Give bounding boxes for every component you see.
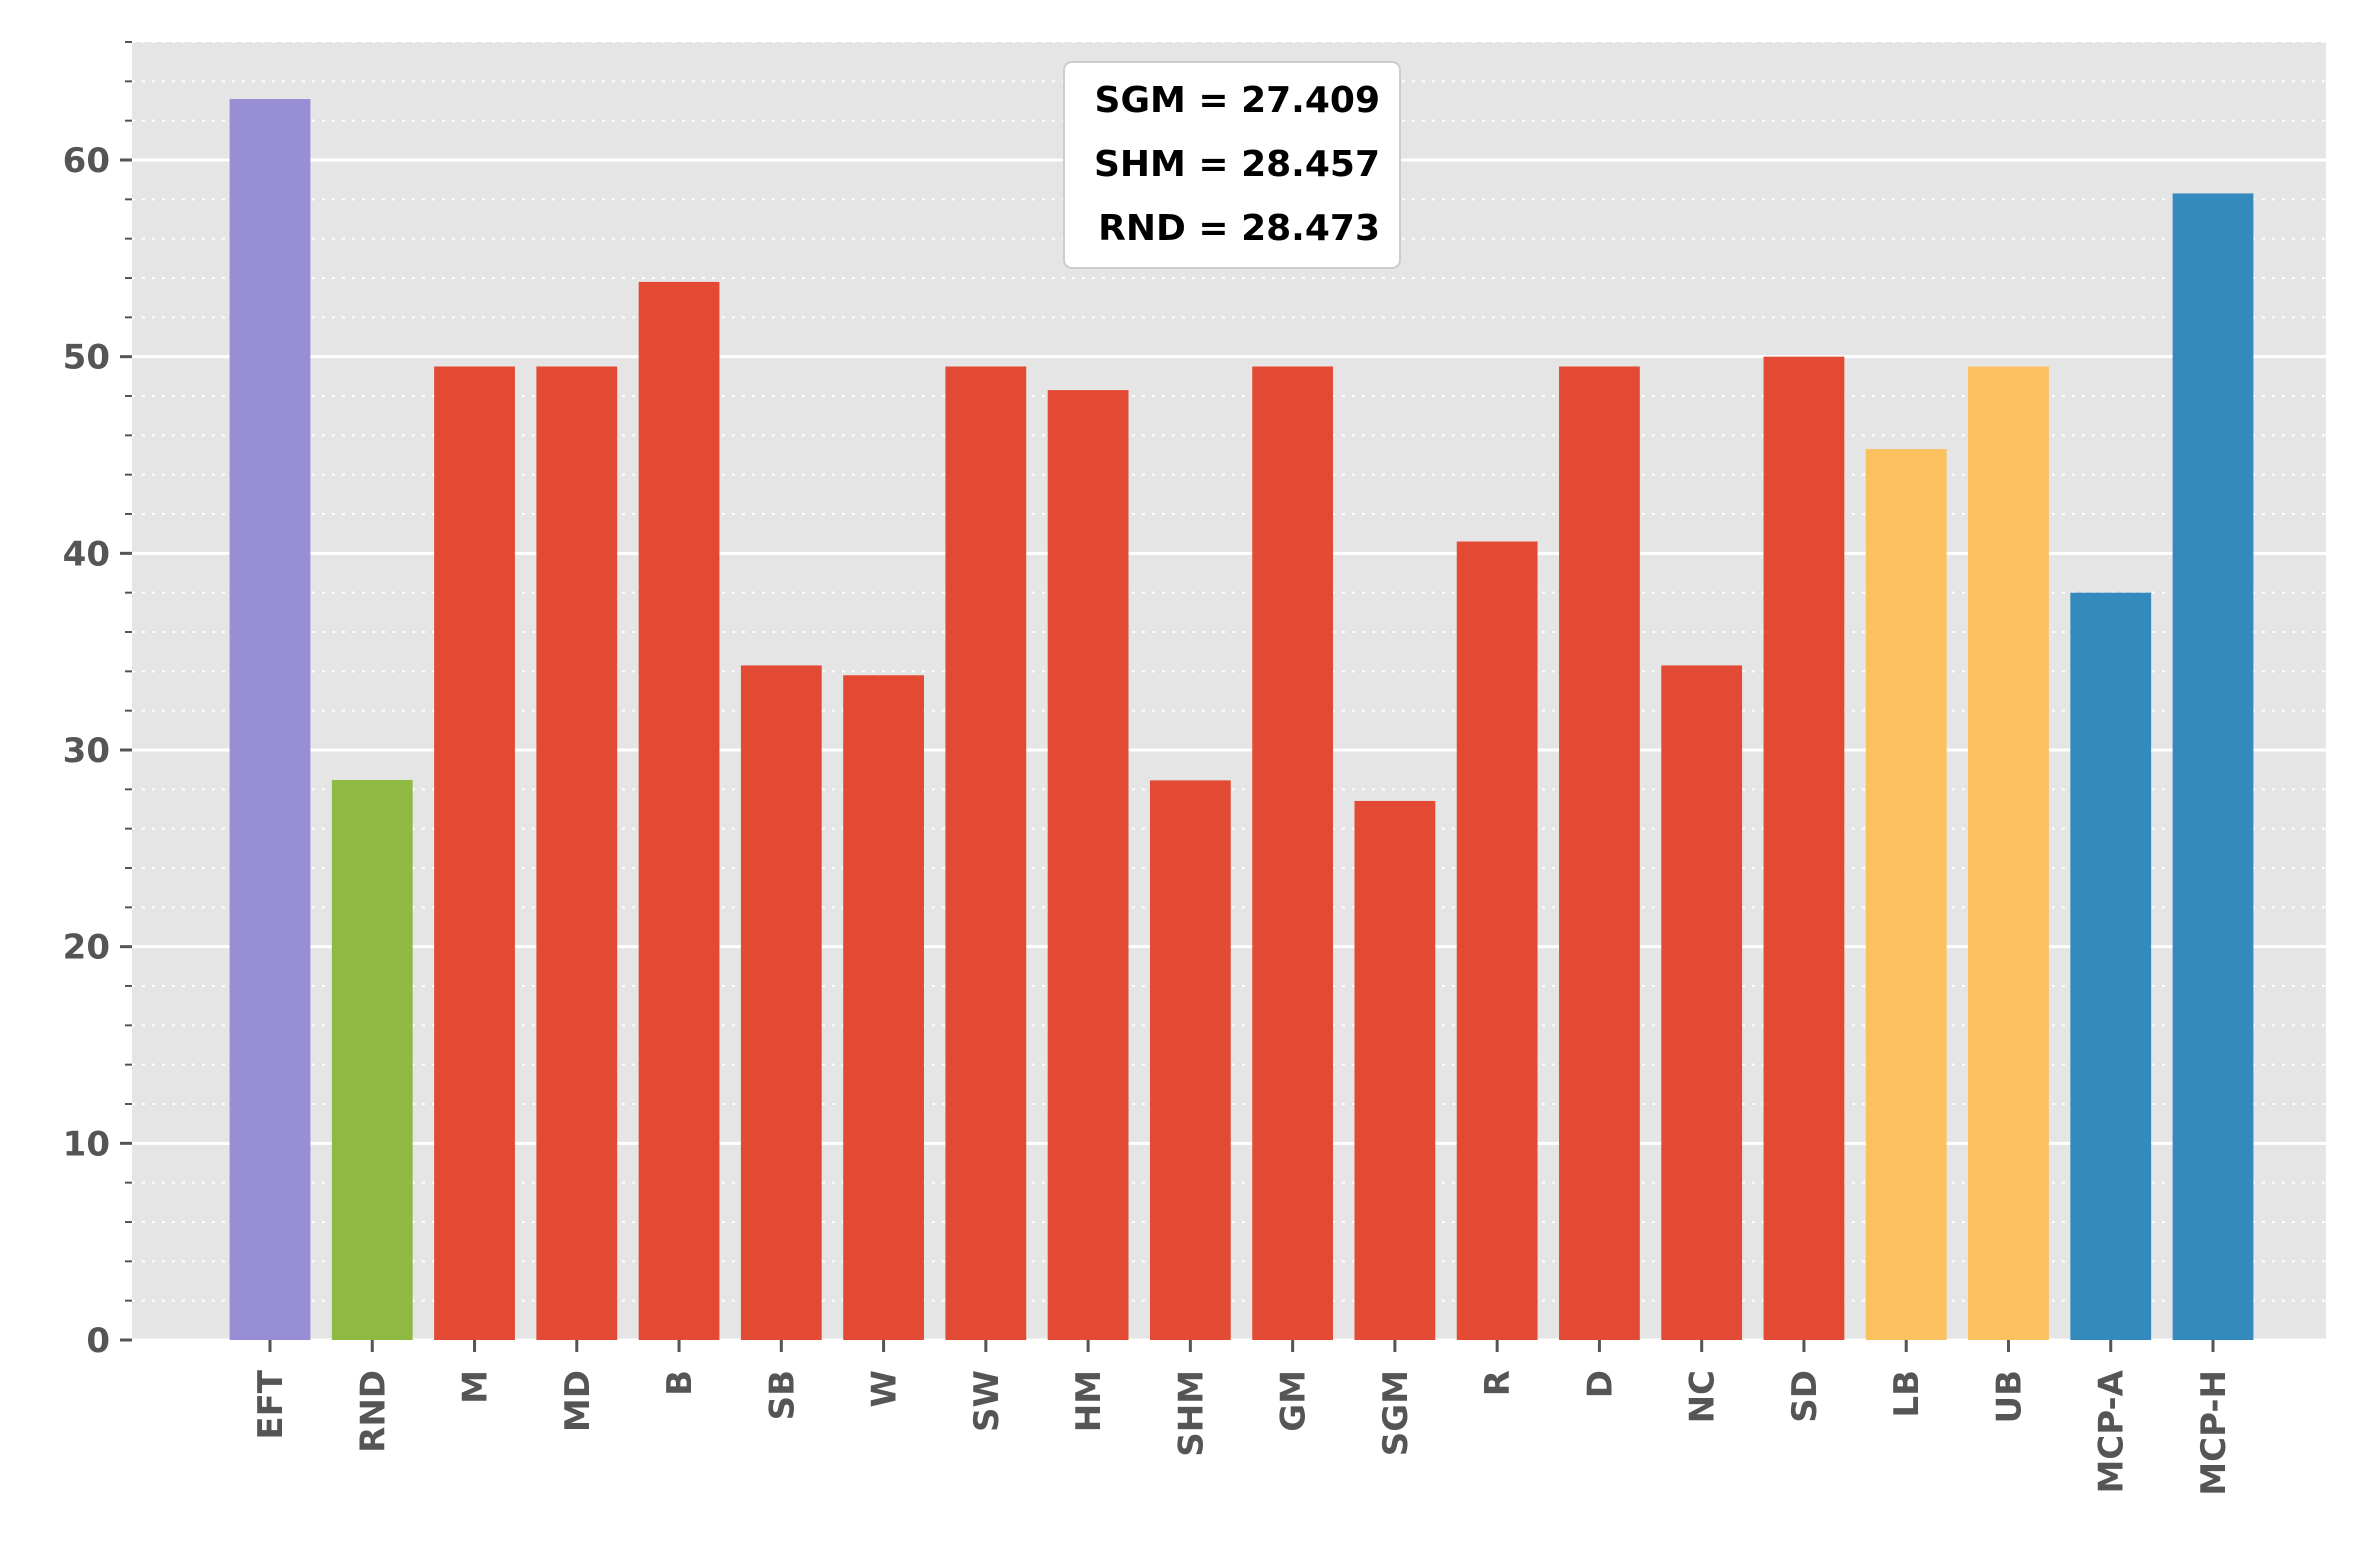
x-tick-label-m: M — [456, 1370, 496, 1404]
y-tick-label: 60 — [63, 141, 110, 181]
bar-ub — [1968, 366, 2049, 1340]
bar-nc — [1661, 665, 1743, 1340]
bar-md — [536, 366, 618, 1340]
x-tick-label-sgm: SGM — [1376, 1370, 1416, 1456]
y-tick-label: 20 — [63, 928, 110, 968]
y-tick-label: 30 — [63, 731, 110, 771]
bar-r — [1456, 541, 1538, 1340]
y-tick-label: 40 — [63, 534, 110, 574]
x-tick-label-shm: SHM — [1171, 1370, 1211, 1457]
x-tick-label-sd: SD — [1785, 1370, 1825, 1423]
y-tick-label: 0 — [86, 1321, 110, 1361]
x-tick-label-sw: SW — [967, 1370, 1007, 1432]
x-tick-label-eft: EFT — [251, 1369, 291, 1439]
annotation-line-rnd: RND = 28.473 — [1098, 208, 1380, 249]
x-tick-label-sb: SB — [762, 1370, 802, 1420]
x-tick-label-hm: HM — [1069, 1370, 1109, 1432]
bar-lb — [1865, 449, 1947, 1341]
bar-m — [434, 366, 515, 1340]
bar-sw — [945, 366, 1027, 1340]
bar-d — [1559, 366, 1640, 1340]
y-tick-label: 10 — [63, 1124, 110, 1164]
bar-sgm — [1354, 800, 1436, 1340]
bar-mcp-h — [2172, 193, 2254, 1340]
y-tick-label: 50 — [63, 338, 110, 378]
bar-gm — [1252, 366, 1334, 1340]
x-tick-label-rnd: RND — [353, 1370, 393, 1453]
x-tick-label-nc: NC — [1683, 1370, 1723, 1423]
x-tick-label-mcp-a: MCP-A — [2092, 1369, 2132, 1493]
bar-hm — [1047, 390, 1129, 1341]
annotation-line-shm: SHM = 28.457 — [1094, 144, 1380, 185]
x-tick-label-r: R — [1478, 1370, 1518, 1396]
x-axis: EFT RND M MD B SB W SW HM SHM GM SGM R D NC SD LB UB MCP-A… — [251, 1340, 2234, 1496]
bar-shm — [1149, 780, 1231, 1340]
bar-sb — [740, 665, 822, 1340]
annotation-box: SGM = 27.409 SHM = 28.457 RND = 28.473 — [1063, 61, 1401, 269]
x-tick-label-mcp-h: MCP-H — [2194, 1370, 2234, 1496]
x-tick-label-gm: GM — [1274, 1370, 1314, 1432]
annotation-line-sgm: SGM = 27.409 — [1095, 80, 1380, 121]
bar-sd — [1763, 356, 1845, 1341]
bar-eft — [229, 99, 311, 1341]
bar-mcp-a — [2070, 592, 2152, 1340]
x-tick-label-ub: UB — [1989, 1370, 2029, 1424]
bar-w — [843, 675, 924, 1340]
y-axis: 0 10 20 30 40 50 60 — [63, 41, 132, 1361]
x-tick-label-d: D — [1580, 1370, 1620, 1398]
annotation-frame — [1063, 61, 1401, 269]
x-tick-label-w: W — [865, 1370, 905, 1408]
x-tick-label-lb: LB — [1887, 1370, 1927, 1418]
bars — [229, 99, 2254, 1341]
x-tick-label-md: MD — [558, 1370, 598, 1432]
x-tick-label-b: B — [660, 1370, 700, 1396]
bar-rnd — [331, 780, 413, 1340]
bar-b — [638, 281, 720, 1340]
